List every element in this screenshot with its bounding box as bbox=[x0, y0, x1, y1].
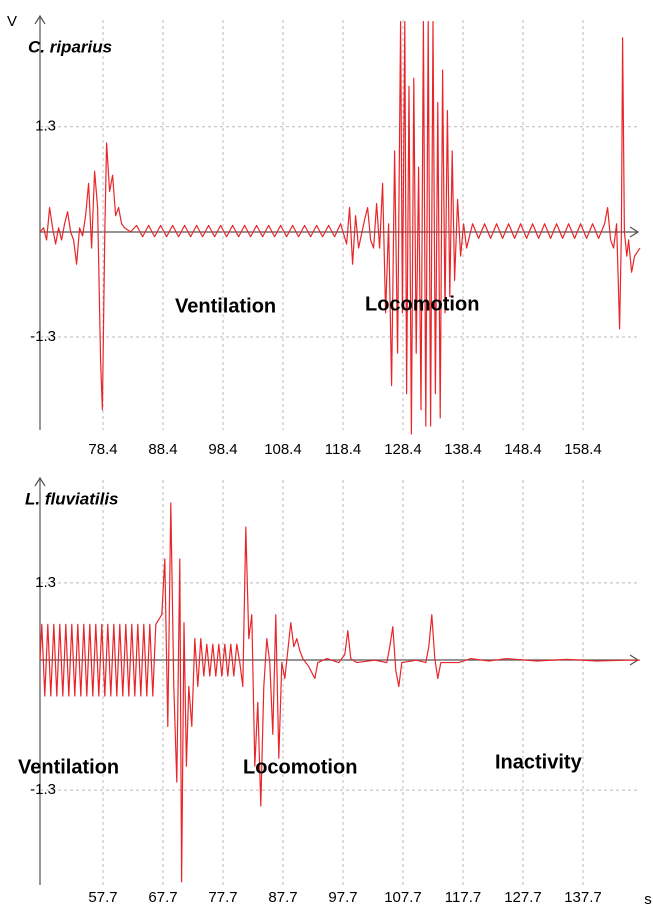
signal-line bbox=[39, 502, 640, 883]
x-tick-label: 67.7 bbox=[148, 889, 177, 906]
annotation: Ventilation bbox=[18, 756, 119, 778]
x-tick-label: 127.7 bbox=[504, 889, 542, 906]
x-tick-label: 77.7 bbox=[208, 889, 237, 906]
x-tick-label: 107.7 bbox=[384, 889, 422, 906]
x-tick-label: 97.7 bbox=[328, 889, 357, 906]
x-tick-label: 87.7 bbox=[268, 889, 297, 906]
x-tick-label: 137.7 bbox=[564, 889, 602, 906]
x-tick-label: 118.4 bbox=[325, 441, 361, 458]
y-tick-label: -1.3 bbox=[30, 781, 56, 798]
annotation: Locomotion bbox=[243, 756, 357, 778]
x-tick-label: 117.7 bbox=[445, 889, 481, 906]
annotation: Inactivity bbox=[495, 751, 583, 773]
x-tick-label: 148.4 bbox=[504, 441, 542, 458]
annotation: Ventilation bbox=[175, 295, 276, 317]
signal-line bbox=[39, 21, 641, 435]
x-tick-label: 78.4 bbox=[88, 441, 117, 458]
x-tick-label: 138.4 bbox=[444, 441, 482, 458]
x-tick-label: 88.4 bbox=[148, 441, 177, 458]
x-tick-label: 108.4 bbox=[264, 441, 302, 458]
x-tick-label: 57.7 bbox=[88, 889, 117, 906]
y-axis-unit: V bbox=[7, 13, 17, 30]
chart-title: C. riparius bbox=[28, 37, 112, 56]
y-axis-arrow bbox=[34, 14, 46, 25]
y-tick-label: 1.3 bbox=[35, 118, 56, 135]
y-axis-arrow bbox=[34, 476, 46, 487]
x-axis-arrow bbox=[629, 226, 640, 238]
chart-title: L. fluviatilis bbox=[25, 489, 119, 508]
x-tick-label: 98.4 bbox=[208, 441, 237, 458]
x-tick-label: 158.4 bbox=[564, 441, 602, 458]
y-tick-label: 1.3 bbox=[35, 574, 56, 591]
x-tick-label: 128.4 bbox=[384, 441, 422, 458]
y-tick-label: -1.3 bbox=[30, 328, 56, 345]
x-axis-unit: s bbox=[644, 891, 652, 907]
annotation: Locomotion bbox=[365, 293, 479, 315]
